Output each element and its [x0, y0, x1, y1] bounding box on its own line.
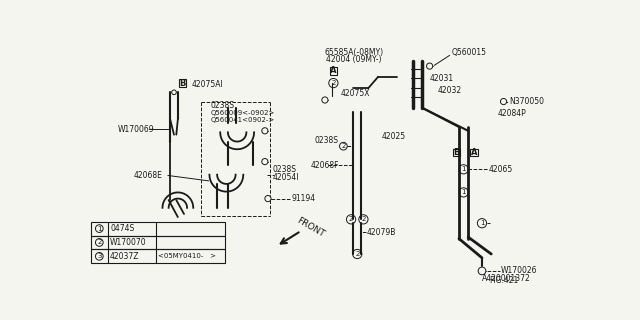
- Bar: [91, 222, 225, 236]
- Text: 42004 (09MY-): 42004 (09MY-): [326, 55, 382, 64]
- Text: 1: 1: [97, 226, 102, 232]
- Bar: [91, 236, 225, 249]
- Text: Q560041<0902->: Q560041<0902->: [211, 117, 275, 123]
- Text: 42068F: 42068F: [311, 161, 340, 170]
- Text: 65585A(-08MY): 65585A(-08MY): [324, 48, 383, 57]
- Circle shape: [265, 196, 271, 202]
- Text: 2: 2: [349, 216, 353, 222]
- Bar: [91, 249, 225, 263]
- Text: A: A: [471, 148, 477, 157]
- Text: A420001372: A420001372: [482, 274, 531, 283]
- Bar: [179, 79, 186, 87]
- Circle shape: [262, 128, 268, 134]
- Text: W170070: W170070: [110, 238, 147, 247]
- Text: 42032: 42032: [437, 86, 461, 95]
- Text: 0238S: 0238S: [211, 101, 235, 110]
- Text: 2: 2: [355, 251, 360, 257]
- Text: Q560015: Q560015: [451, 48, 486, 57]
- Bar: [330, 67, 337, 75]
- Text: FIG.421: FIG.421: [490, 276, 519, 285]
- Text: 42079B: 42079B: [367, 228, 396, 237]
- Text: A: A: [330, 66, 337, 75]
- Text: 1: 1: [461, 189, 466, 196]
- Text: 1: 1: [461, 166, 466, 172]
- Text: 42025: 42025: [382, 132, 406, 141]
- Circle shape: [322, 97, 328, 103]
- Circle shape: [262, 158, 268, 165]
- Text: 42037Z: 42037Z: [110, 252, 140, 261]
- Text: W170026: W170026: [500, 267, 537, 276]
- Text: 2: 2: [341, 143, 346, 149]
- Text: 2: 2: [361, 216, 365, 222]
- Text: 0238S: 0238S: [273, 165, 296, 174]
- Circle shape: [427, 63, 433, 69]
- Text: <05MY0410-   >: <05MY0410- >: [158, 253, 216, 259]
- Text: 2: 2: [332, 80, 335, 86]
- Text: B: B: [453, 148, 460, 157]
- Text: 42075AI: 42075AI: [192, 80, 223, 89]
- Text: 0474S: 0474S: [110, 224, 134, 233]
- Text: 42065: 42065: [489, 165, 513, 174]
- Text: 42084P: 42084P: [497, 109, 526, 118]
- Text: 0238S: 0238S: [314, 136, 338, 145]
- Text: B: B: [179, 78, 186, 88]
- Bar: [470, 148, 478, 156]
- Circle shape: [478, 267, 486, 275]
- Text: 91194: 91194: [291, 194, 315, 203]
- Circle shape: [500, 99, 507, 105]
- Bar: [452, 148, 460, 156]
- Text: 42054I: 42054I: [273, 172, 299, 181]
- Text: N370050: N370050: [509, 97, 545, 106]
- Text: FRONT: FRONT: [295, 216, 326, 239]
- Text: 3: 3: [97, 253, 102, 259]
- Text: 42075X: 42075X: [341, 89, 371, 98]
- Text: W170069: W170069: [118, 125, 154, 134]
- Circle shape: [172, 90, 176, 95]
- Text: Q560009<-0902>: Q560009<-0902>: [211, 110, 275, 116]
- Text: 2: 2: [97, 239, 102, 245]
- Text: 1: 1: [480, 220, 484, 226]
- Text: 42068E: 42068E: [134, 171, 163, 180]
- Text: 42031: 42031: [429, 74, 454, 83]
